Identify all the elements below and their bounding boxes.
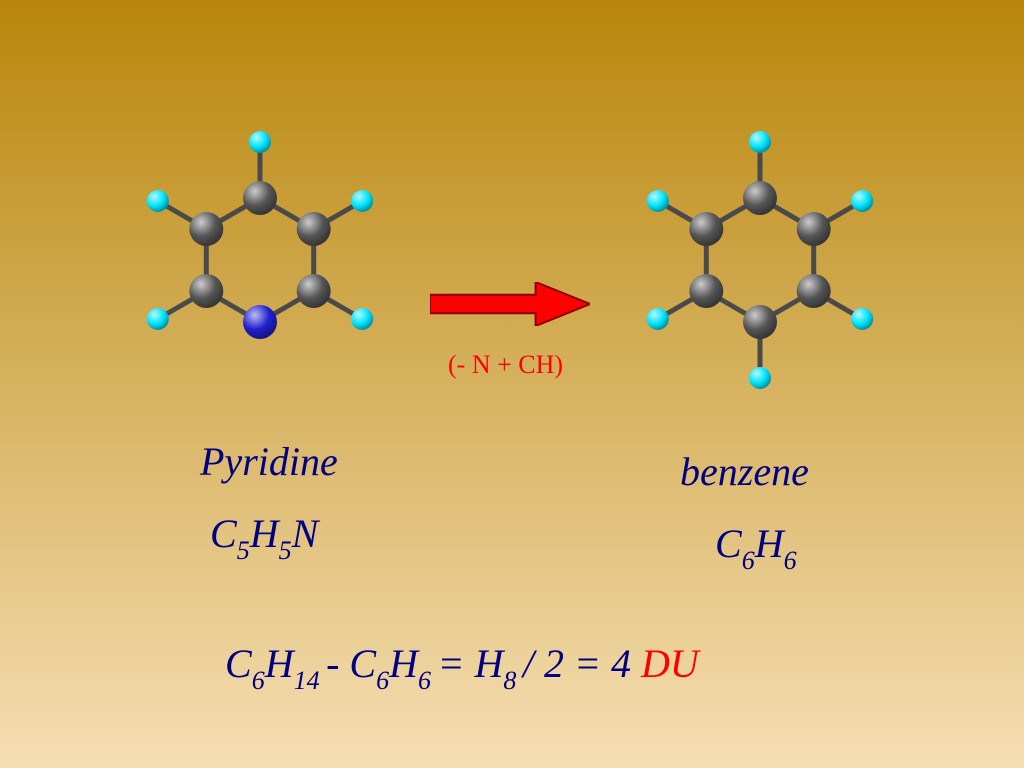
benzene-name-label: benzene: [680, 448, 809, 495]
reaction-arrow-icon: [430, 282, 590, 326]
benzene-formula-label: C6H6: [715, 520, 797, 573]
pyridine-structure: [125, 125, 395, 395]
pyridine-name-label: Pyridine: [200, 438, 338, 485]
benzene-structure: [625, 125, 895, 395]
slide-canvas: (- N + CH) Pyridine C5H5N benzene C6H6 C…: [0, 0, 1024, 768]
reaction-note-label: (- N + CH): [448, 350, 563, 380]
du-equation-label: C6H14 - C6H6 = H8 / 2 = 4 DU: [225, 640, 699, 693]
pyridine-formula-label: C5H5N: [210, 510, 318, 563]
